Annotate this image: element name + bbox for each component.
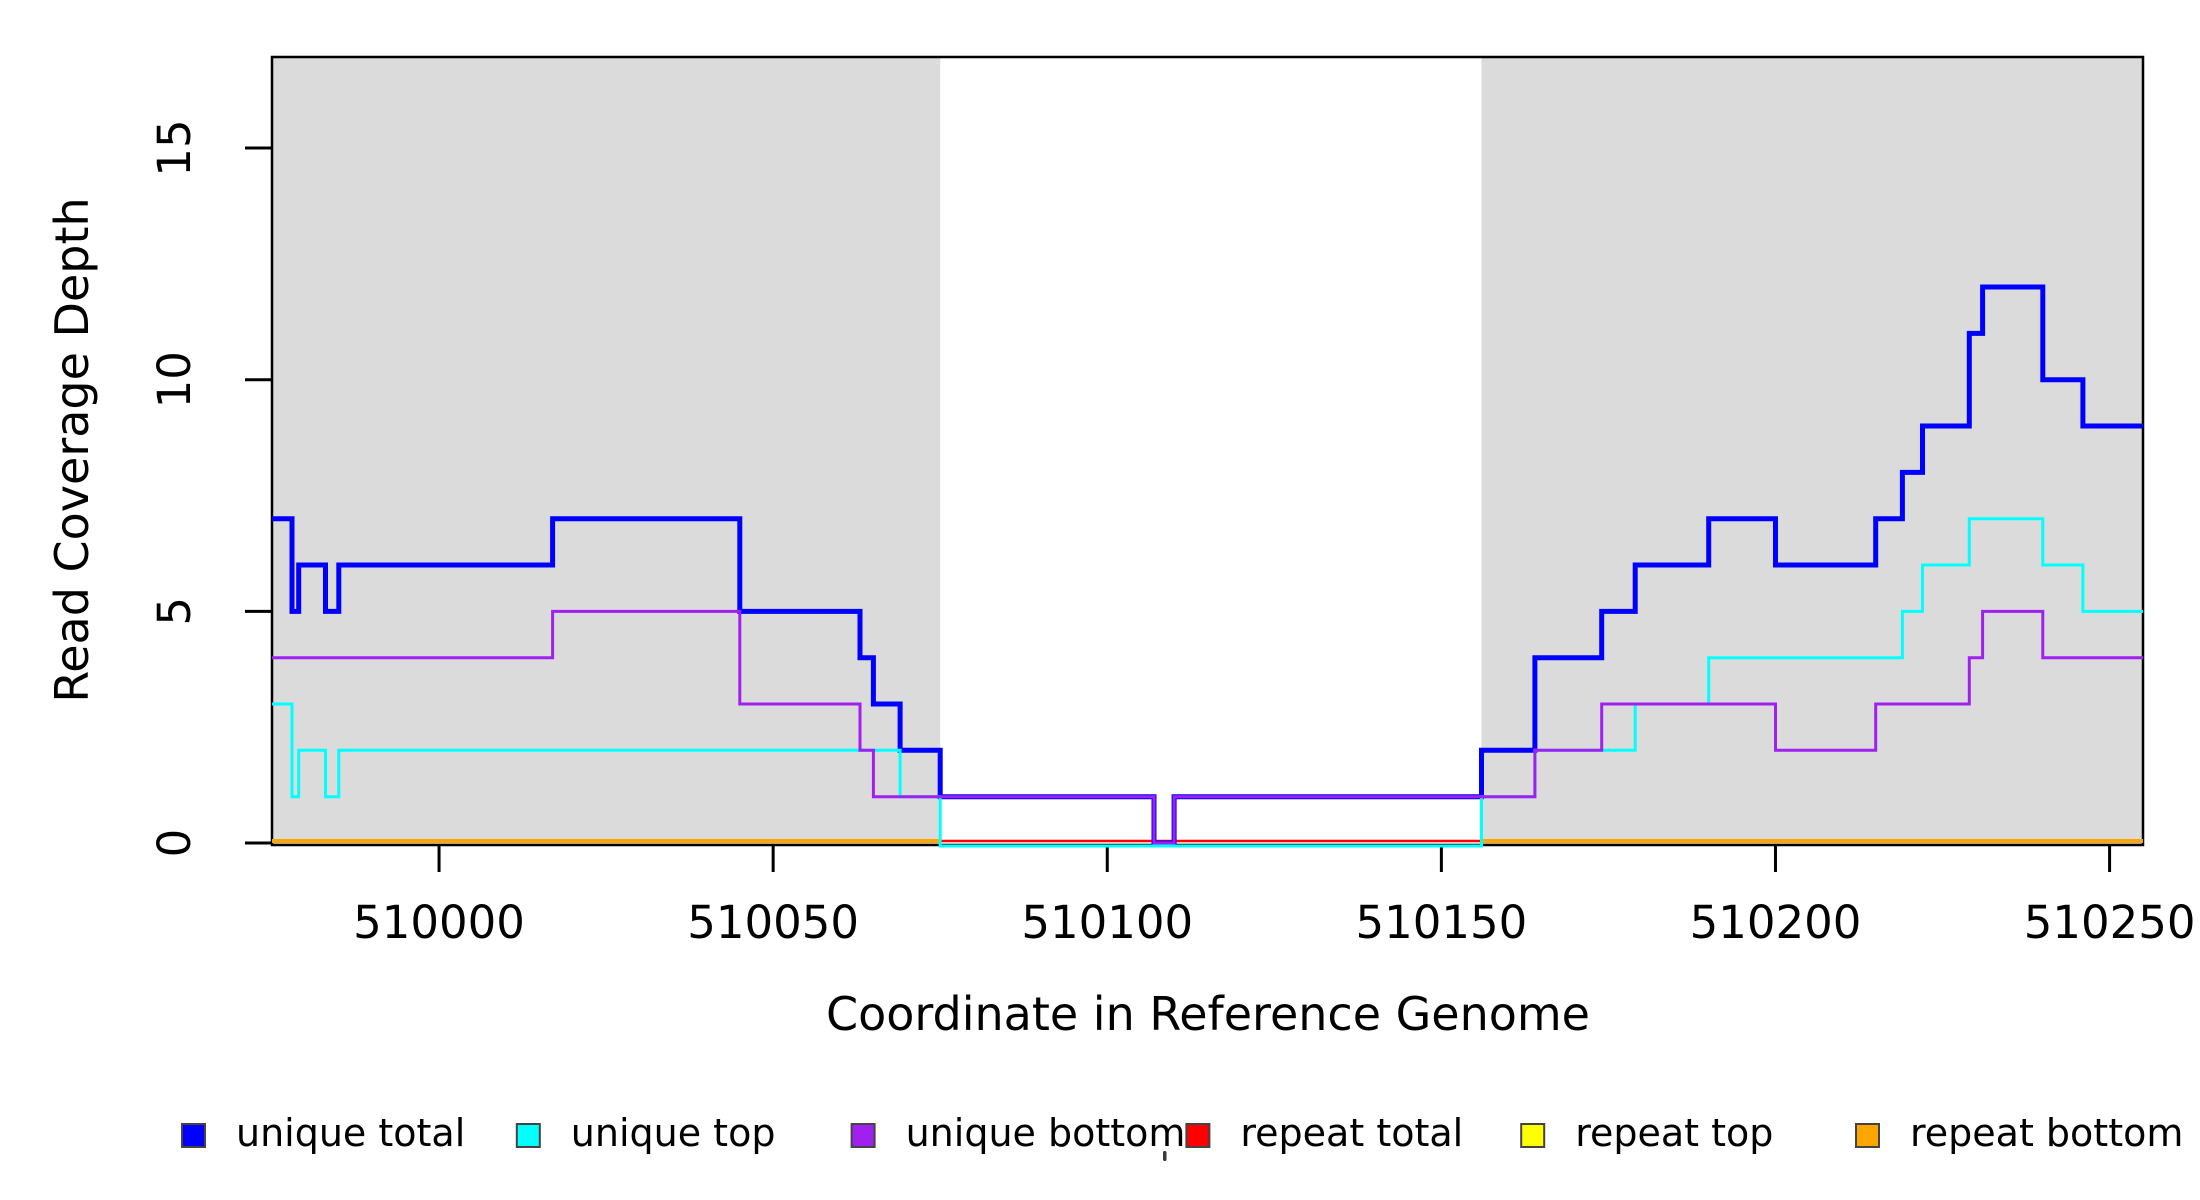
x-tick-label: 510000: [353, 896, 525, 949]
x-tick-label: 510050: [687, 896, 859, 949]
y-tick-label: 5: [148, 597, 201, 626]
series-line-unique-total: [272, 284, 2143, 846]
legend-label: repeat bottom: [1910, 1111, 2183, 1155]
series-line-unique-bottom: [272, 609, 2143, 845]
legend-label: unique top: [571, 1111, 776, 1155]
shaded-repeat-regions: [272, 58, 2143, 844]
legend: unique total unique top unique bottom repea…: [181, 1111, 2183, 1155]
x-tick-label: 510200: [1690, 896, 1862, 949]
shaded-region: [1481, 58, 2143, 844]
legend-label: repeat top: [1575, 1111, 1773, 1155]
legend-label: unique total: [236, 1111, 465, 1155]
stray-mark: [1163, 1151, 1167, 1161]
legend-swatch: [181, 1123, 206, 1148]
x-axis-title: Coordinate in Reference Genome: [826, 987, 1590, 1041]
y-axis: 0 5 10 15: [148, 119, 272, 857]
legend-swatch: [850, 1123, 876, 1148]
x-tick-label: 510150: [1355, 896, 1527, 949]
y-tick-label: 15: [148, 119, 201, 176]
x-tick-label: 510250: [2024, 896, 2196, 949]
legend-swatch: [1520, 1123, 1546, 1148]
y-tick-label: 0: [148, 829, 201, 858]
series-lines: [272, 284, 2143, 848]
legend-label: repeat total: [1240, 1111, 1463, 1155]
shaded-region: [272, 58, 941, 844]
legend-swatch: [1185, 1123, 1211, 1148]
legend-swatch: [515, 1123, 541, 1148]
legend-label: unique bottom: [906, 1111, 1186, 1155]
y-tick-label: 10: [148, 351, 201, 408]
legend-swatch: [1855, 1123, 1880, 1148]
x-tick-label: 510100: [1021, 896, 1193, 949]
y-axis-title: Read Coverage Depth: [45, 197, 99, 702]
x-axis: 510000 510050 510100 510150 510200 510250: [353, 845, 2195, 949]
